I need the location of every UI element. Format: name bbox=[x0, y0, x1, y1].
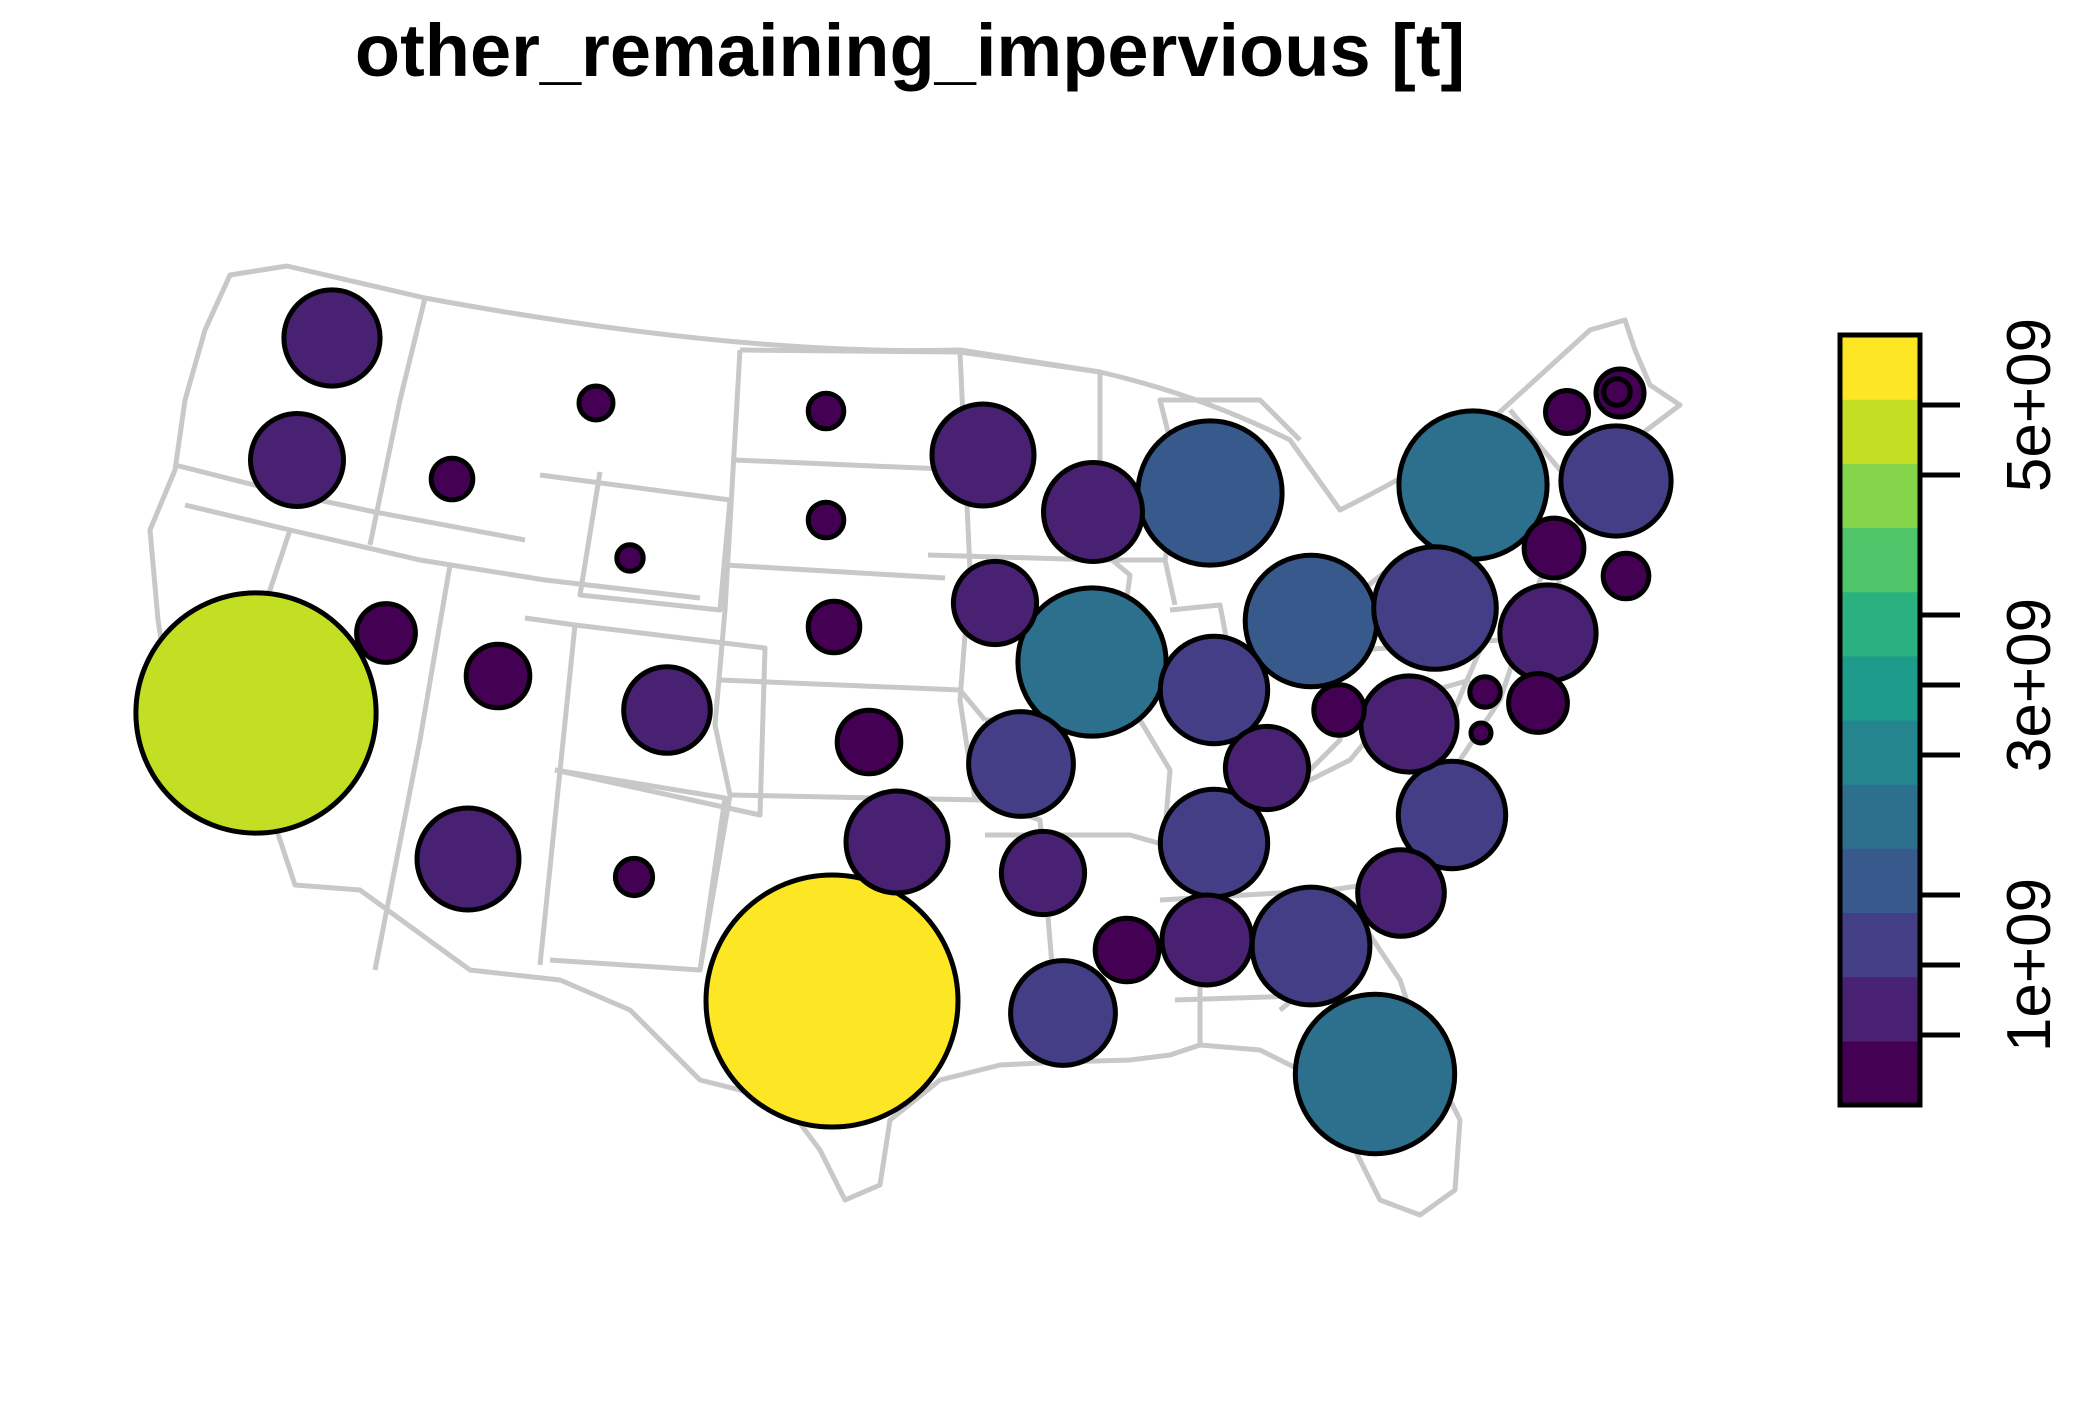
bubble-mo bbox=[966, 709, 1076, 819]
state-border bbox=[367, 297, 428, 546]
bubble-sc bbox=[1355, 847, 1447, 939]
bubble-nd bbox=[805, 390, 847, 432]
bubble-va bbox=[1497, 582, 1599, 684]
bubble-ca bbox=[133, 590, 379, 836]
state-border bbox=[372, 564, 453, 971]
colorbar-ticks: 1e+09 3e+09 5e+09 bbox=[1920, 318, 2064, 1052]
bubble-ia bbox=[950, 558, 1040, 648]
bubble-vt bbox=[1543, 388, 1591, 436]
bubble-ri bbox=[1600, 550, 1652, 602]
colorbar-bin bbox=[1840, 784, 1920, 849]
bubble-id bbox=[428, 455, 476, 503]
colorbar-bin bbox=[1840, 335, 1920, 400]
colorbar-legend: 1e+09 3e+09 5e+09 bbox=[1837, 318, 2064, 1108]
state-border bbox=[554, 622, 768, 818]
bubble-md bbox=[1506, 671, 1570, 735]
bubble-ne bbox=[805, 598, 863, 656]
bubble-nm bbox=[612, 855, 656, 899]
bubble-mn bbox=[929, 401, 1037, 509]
colorbar-tick-label: 3e+09 bbox=[1995, 598, 2064, 772]
bubble-al bbox=[1159, 892, 1255, 988]
bubble-nh bbox=[1601, 376, 1633, 408]
colorbar-frame bbox=[1837, 332, 1923, 1108]
bubble-ut bbox=[463, 641, 533, 711]
state-border bbox=[524, 615, 578, 966]
bubble-co bbox=[621, 664, 713, 756]
colorbar-bin bbox=[1840, 591, 1920, 657]
bubble-ok bbox=[843, 788, 951, 896]
bubble-ar bbox=[998, 828, 1088, 918]
state-border bbox=[184, 502, 701, 601]
state-border bbox=[724, 562, 946, 581]
colorbar-tick-label: 1e+09 bbox=[1995, 878, 2064, 1052]
bubble-mt bbox=[576, 383, 616, 423]
bubble-ky bbox=[1222, 723, 1312, 813]
colorbar-bins bbox=[1840, 335, 1920, 1106]
state-border bbox=[719, 677, 987, 722]
bubble-nc bbox=[1395, 758, 1509, 872]
colorbar-bin bbox=[1840, 848, 1920, 914]
bubble-ga bbox=[1249, 884, 1373, 1008]
colorbar-bin bbox=[1840, 720, 1920, 785]
colorbar-bin bbox=[1840, 1040, 1920, 1106]
state-border bbox=[697, 349, 743, 971]
bubble-wa bbox=[281, 287, 383, 389]
colorbar-bin bbox=[1840, 527, 1920, 593]
bubble-or bbox=[248, 411, 346, 509]
bubble-wi bbox=[1041, 460, 1145, 564]
colorbar-bin bbox=[1840, 976, 1920, 1042]
state-bubbles bbox=[133, 287, 1674, 1157]
colorbar-bin bbox=[1840, 912, 1920, 978]
colorbar-bin bbox=[1840, 655, 1920, 721]
state-border bbox=[539, 471, 733, 613]
bubble-az bbox=[414, 805, 522, 913]
bubble-wy bbox=[614, 542, 646, 574]
colorbar-bin bbox=[1840, 399, 1920, 464]
state-border bbox=[174, 462, 526, 543]
bubble-in bbox=[1157, 633, 1271, 747]
colorbar-bin bbox=[1840, 463, 1920, 529]
bubble-sd bbox=[805, 499, 847, 541]
bubble-tx bbox=[703, 872, 961, 1130]
map-title: other_remaining_impervious [t] bbox=[355, 9, 1465, 92]
bubble-nv bbox=[354, 601, 418, 665]
bubble-wv bbox=[1311, 682, 1367, 738]
bubble-ma bbox=[1558, 423, 1674, 539]
bubble-dc bbox=[1468, 720, 1494, 746]
bubble-ms bbox=[1092, 915, 1162, 985]
bubble-nj bbox=[1358, 673, 1460, 775]
bubble-ct bbox=[1521, 515, 1587, 581]
bubble-pa bbox=[1371, 544, 1499, 672]
bubble-la bbox=[1008, 958, 1118, 1068]
bubble-fl bbox=[1292, 991, 1458, 1157]
bubble-de bbox=[1467, 674, 1503, 710]
state-border bbox=[927, 552, 1178, 606]
bubble-mi bbox=[1135, 418, 1285, 568]
bubble-ks bbox=[834, 707, 904, 777]
colorbar-tick-label: 5e+09 bbox=[1995, 318, 2064, 492]
